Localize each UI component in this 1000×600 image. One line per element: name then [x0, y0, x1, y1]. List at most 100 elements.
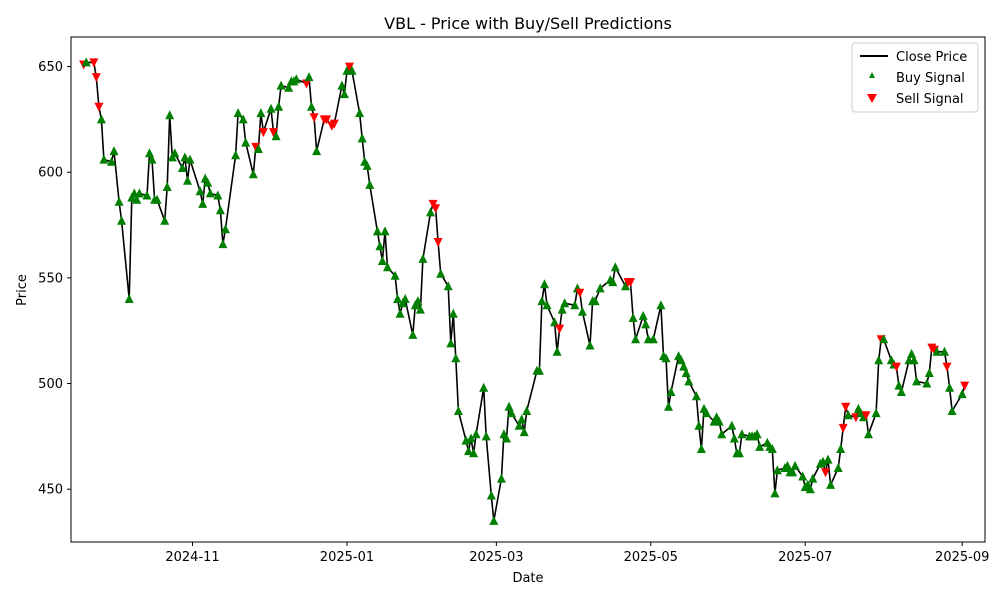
buy-signal-marker — [514, 420, 524, 430]
buy-signal-marker — [453, 406, 463, 415]
buy-signal-marker — [570, 300, 580, 310]
buy-signal-marker — [339, 89, 349, 99]
buy-signal-marker — [383, 262, 392, 272]
buy-signal-marker — [557, 304, 567, 314]
x-tick-label: 2025-09 — [935, 550, 989, 565]
legend-sell-marker — [867, 94, 877, 103]
buy-signal-marker — [714, 416, 724, 426]
buy-signal-marker — [727, 420, 737, 430]
legend-close-label: Close Price — [896, 50, 967, 65]
legend-box — [851, 42, 979, 113]
buy-signal-marker — [595, 283, 605, 293]
buy-signal-marker — [304, 72, 314, 82]
buy-signal-marker — [805, 484, 815, 494]
buy-signal-marker — [621, 281, 630, 291]
x-axis-label: Date — [512, 571, 543, 586]
buy-signal-marker — [347, 65, 357, 75]
buy-signal-marker — [124, 294, 134, 303]
buy-signal-marker — [479, 382, 489, 392]
buy-signal-marker — [907, 348, 917, 358]
legend-buy-marker — [869, 72, 875, 78]
buy-signal-marker — [664, 401, 673, 411]
buy-signal-marker — [681, 368, 691, 377]
buy-signal-marker — [767, 444, 777, 453]
buy-signal-marker — [357, 133, 367, 143]
buy-signal-marker — [522, 406, 532, 415]
buy-signal-marker — [312, 146, 322, 156]
buy-signal-marker — [638, 310, 648, 320]
buy-signal-marker — [205, 188, 215, 198]
buy-signal-marker — [628, 313, 638, 322]
buy-signal-marker — [940, 346, 949, 356]
buy-signal-marker — [274, 101, 284, 111]
sell-signal-marker — [329, 119, 339, 129]
x-tick-label: 2025-05 — [624, 550, 678, 565]
buy-signal-marker — [947, 406, 957, 415]
buy-signal-marker — [691, 391, 701, 401]
y-tick-label: 600 — [38, 166, 63, 181]
x-tick-label: 2025-07 — [778, 550, 832, 565]
buy-signal-marker — [957, 389, 967, 399]
buy-signal-marker — [560, 298, 570, 308]
buy-signal-marker — [788, 467, 798, 477]
y-tick-label: 550 — [38, 271, 63, 286]
buy-signal-marker — [481, 431, 491, 441]
buy-signal-marker — [469, 448, 479, 458]
sell-signal-marker — [91, 73, 101, 83]
buy-signal-marker — [666, 387, 676, 396]
buy-signal-marker — [894, 380, 904, 390]
y-tick-label: 500 — [38, 377, 63, 392]
buy-signal-marker — [377, 256, 387, 265]
buy-signal-marker — [220, 224, 230, 234]
buy-signal-marker — [276, 80, 286, 90]
x-tick-label: 2025-01 — [320, 550, 374, 565]
buy-signal-marker — [656, 300, 666, 310]
buy-signal-marker — [418, 253, 428, 263]
buy-signal-marker — [183, 175, 192, 185]
buy-signal-marker — [945, 382, 955, 392]
buy-signal-marker — [755, 441, 765, 451]
buy-signal-marker — [874, 355, 884, 365]
buy-signal-marker — [233, 108, 243, 118]
buy-signal-marker — [696, 444, 706, 453]
sell-signal-marker — [942, 362, 952, 372]
buy-signal-marker — [507, 408, 516, 418]
x-tick-label: 2025-03 — [469, 550, 523, 565]
sell-signal-marker — [960, 381, 970, 391]
sell-signal-marker — [575, 288, 585, 298]
buy-signal-marker — [160, 215, 170, 225]
buy-signal-marker — [808, 473, 818, 483]
buy-signal-marker — [362, 160, 372, 170]
buy-signal-marker — [833, 463, 843, 472]
buy-signal-marker — [256, 108, 266, 118]
buy-signal-marker — [489, 515, 499, 525]
buy-signal-marker — [864, 429, 873, 439]
sell-signal-marker — [89, 58, 99, 68]
sell-signal-marker — [258, 128, 268, 138]
buy-signal-marker — [165, 110, 175, 120]
buy-signal-marker — [798, 471, 808, 481]
sell-signal-marker — [345, 62, 354, 72]
buy-signal-marker — [132, 194, 142, 204]
buy-signal-marker — [248, 169, 258, 179]
buy-signal-marker — [922, 378, 932, 388]
buy-signal-marker — [203, 177, 213, 187]
buy-signal-marker — [337, 80, 347, 90]
buy-signal-marker — [770, 488, 780, 498]
buy-signal-marker — [365, 179, 375, 189]
buy-signal-marker — [415, 304, 425, 314]
buy-signal-marker — [631, 334, 641, 344]
buy-signal-marker — [823, 454, 833, 464]
sell-signal-marker — [861, 411, 871, 421]
buy-signal-marker — [96, 114, 106, 124]
sell-signal-marker — [94, 102, 104, 112]
x-axis: 2024-11 2025-01 2025-03 2025-05 2025-07 2025-… — [165, 542, 989, 565]
buy-signal-marker — [180, 152, 190, 162]
sell-signal-marker — [821, 468, 830, 478]
buy-signal-marker — [932, 346, 942, 356]
buy-signal-marker — [218, 239, 228, 249]
buy-signal-marker — [142, 190, 152, 200]
buy-signal-marker — [924, 368, 934, 377]
sell-signal-marker — [309, 113, 319, 123]
